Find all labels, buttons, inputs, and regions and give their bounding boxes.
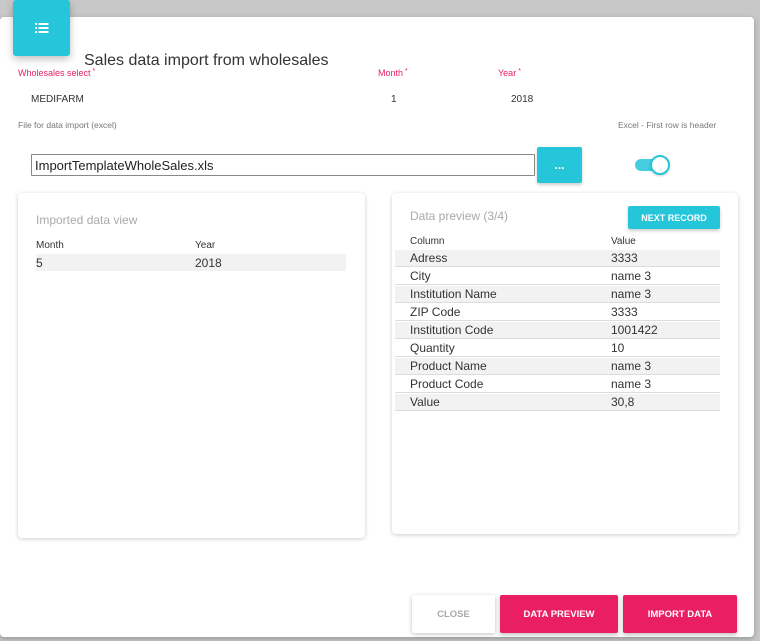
- close-button[interactable]: CLOSE: [412, 595, 495, 633]
- wholesales-label: Wholesales select *: [18, 68, 96, 78]
- year-field[interactable]: 2018: [511, 94, 534, 105]
- browse-button[interactable]: ...: [537, 147, 582, 183]
- import-dialog: Sales data import from wholesales Wholes…: [0, 17, 754, 637]
- year-label: Year *: [498, 68, 521, 78]
- cell-value: 3333: [611, 305, 638, 319]
- col-header-month: Month: [36, 240, 64, 251]
- data-preview-title: Data preview (3/4): [410, 209, 509, 223]
- cell-value: name 3: [611, 287, 652, 301]
- cell-column-name: Institution Code: [410, 323, 494, 337]
- cell-year: 2018: [195, 255, 222, 270]
- next-record-button[interactable]: NEXT RECORD: [628, 206, 720, 229]
- month-field[interactable]: 1: [391, 94, 397, 105]
- month-label: Month *: [378, 68, 408, 78]
- cell-value: 10: [611, 341, 625, 355]
- cell-column-name: Institution Name: [410, 287, 497, 301]
- data-preview-button[interactable]: DATA PREVIEW: [500, 595, 618, 633]
- table-row: Product Code name 3: [395, 376, 720, 393]
- table-row: Quantity 10: [395, 340, 720, 357]
- header-toggle-label: Excel - First row is header: [618, 120, 717, 130]
- cell-column-name: City: [410, 269, 431, 283]
- wholesales-select[interactable]: MEDIFARM: [31, 94, 84, 105]
- col-header-value: Value: [611, 236, 636, 247]
- cell-value: name 3: [611, 269, 652, 283]
- file-label: File for data import (excel): [18, 120, 117, 130]
- cell-column-name: Quantity: [410, 341, 455, 355]
- cell-value: name 3: [611, 359, 652, 373]
- table-row: City name 3: [395, 268, 720, 285]
- cell-value: 3333: [611, 251, 638, 265]
- col-header-year: Year: [195, 240, 216, 251]
- table-row: 5 2018: [36, 254, 346, 271]
- table-row: Product Name name 3: [395, 358, 720, 375]
- imported-data-title: Imported data view: [36, 213, 138, 227]
- table-row: ZIP Code 3333: [395, 304, 720, 321]
- cell-value: name 3: [611, 377, 652, 391]
- cell-value: 1001422: [611, 323, 658, 337]
- cell-column-name: Adress: [410, 251, 448, 265]
- cell-column-name: Product Name: [410, 359, 487, 373]
- list-icon: [13, 0, 70, 56]
- cell-column-name: Product Code: [410, 377, 484, 391]
- dialog-title: Sales data import from wholesales: [84, 52, 329, 69]
- table-row: Value 30,8: [395, 394, 720, 411]
- col-header-column: Column: [410, 236, 445, 247]
- first-row-header-toggle[interactable]: [635, 155, 670, 175]
- file-input[interactable]: [31, 154, 535, 176]
- import-data-button[interactable]: IMPORT DATA: [623, 595, 737, 633]
- toggle-knob: [650, 155, 670, 175]
- imported-data-card: Imported data view Month Year 5 2018: [18, 193, 365, 538]
- data-preview-card: Data preview (3/4) NEXT RECORD Column Va…: [392, 193, 738, 534]
- cell-column-name: ZIP Code: [410, 305, 461, 319]
- cell-month: 5: [36, 255, 43, 270]
- table-row: Adress 3333: [395, 250, 720, 267]
- cell-column-name: Value: [410, 395, 440, 409]
- table-row: Institution Name name 3: [395, 286, 720, 303]
- cell-value: 30,8: [611, 395, 635, 409]
- table-row: Institution Code 1001422: [395, 322, 720, 339]
